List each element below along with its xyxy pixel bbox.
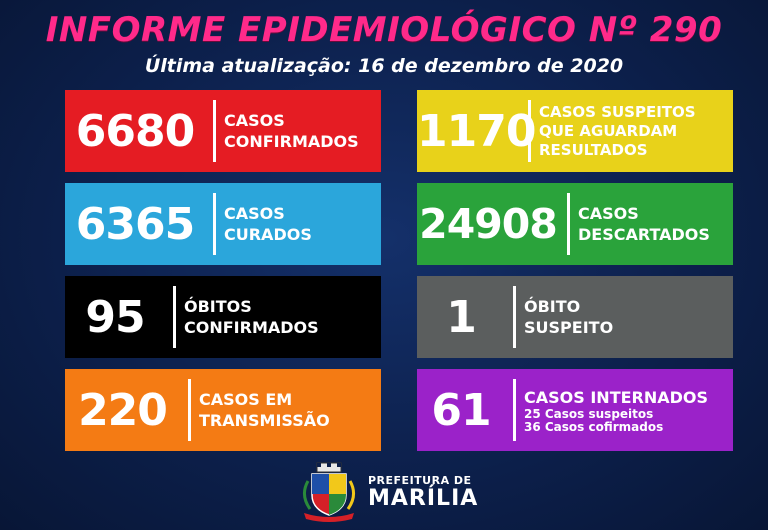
label-line: ÓBITO: [524, 297, 581, 316]
label-line: SUSPEITO: [524, 318, 614, 337]
transmission-cases-label: CASOS EM TRANSMISSÃO: [199, 389, 381, 431]
label-line: CONFIRMADOS: [224, 132, 359, 151]
confirmed-deaths-card: 95 ÓBITOS CONFIRMADOS: [65, 276, 381, 358]
confirmed-cases-card: 6680 CASOS CONFIRMADOS: [65, 90, 381, 172]
confirmed-cases-value: 6680: [75, 105, 195, 157]
label-line: CASOS SUSPEITOS: [539, 102, 696, 121]
municipality-name: PREFEITURA DE MARÍLIA: [368, 474, 478, 511]
label-line: CASOS EM: [199, 390, 293, 409]
discarded-cases-value: 24908: [419, 200, 558, 248]
org-line-1: PREFEITURA DE: [368, 473, 472, 487]
label-line: TRANSMISSÃO: [199, 411, 330, 430]
suspected-cases-value: 1170: [417, 105, 536, 157]
transmission-cases-value: 220: [78, 384, 168, 436]
hospitalized-confirmed-detail: 36 Casos cofirmados: [524, 419, 664, 434]
suspected-death-label: ÓBITO SUSPEITO: [524, 296, 733, 338]
transmission-cases-card: 220 CASOS EM TRANSMISSÃO: [65, 369, 381, 451]
suspected-cases-label: CASOS SUSPEITOS QUE AGUARDAM RESULTADOS: [539, 103, 733, 160]
last-update-text: Última atualização: 16 de dezembro de 20…: [144, 55, 624, 77]
hospitalized-cases-label: CASOS INTERNADOS 25 Casos suspeitos 36 C…: [524, 387, 733, 434]
suspected-death-value: 1: [446, 291, 477, 343]
discarded-cases-card: 24908 CASOS DESCARTADOS: [417, 183, 733, 265]
label-line: CASOS: [578, 204, 639, 223]
label-line: ÓBITOS: [184, 297, 252, 316]
divider: [567, 193, 570, 255]
hospitalized-suspected-detail: 25 Casos suspeitos: [524, 406, 654, 421]
label-line: CURADOS: [224, 225, 312, 244]
label-line: CASOS: [224, 204, 285, 223]
divider: [213, 193, 216, 255]
label-line: CASOS: [224, 111, 285, 130]
divider: [188, 379, 191, 441]
discarded-cases-label: CASOS DESCARTADOS: [578, 203, 733, 245]
cured-cases-value: 6365: [75, 198, 195, 250]
confirmed-deaths-value: 95: [85, 291, 145, 343]
municipality-logo: PREFEITURA DE MARÍLIA: [298, 460, 498, 524]
label-line: RESULTADOS: [539, 140, 648, 159]
label-line: QUE AGUARDAM: [539, 121, 678, 140]
cured-cases-label: CASOS CURADOS: [224, 203, 381, 245]
hospitalized-cases-value: 61: [431, 384, 491, 436]
confirmed-deaths-label: ÓBITOS CONFIRMADOS: [184, 296, 381, 338]
page-title: INFORME EPIDEMIOLÓGICO Nº 290: [45, 10, 723, 50]
hospitalized-cases-card: 61 CASOS INTERNADOS 25 Casos suspeitos 3…: [417, 369, 733, 451]
label-line: CONFIRMADOS: [184, 318, 319, 337]
divider: [173, 286, 176, 348]
cured-cases-card: 6365 CASOS CURADOS: [65, 183, 381, 265]
divider: [513, 286, 516, 348]
label-line: DESCARTADOS: [578, 225, 710, 244]
suspected-death-card: 1 ÓBITO SUSPEITO: [417, 276, 733, 358]
org-line-2: MARÍLIA: [368, 485, 479, 511]
suspected-cases-card: 1170 CASOS SUSPEITOS QUE AGUARDAM RESULT…: [417, 90, 733, 172]
confirmed-cases-label: CASOS CONFIRMADOS: [224, 110, 381, 152]
divider: [528, 100, 531, 162]
divider: [213, 100, 216, 162]
coat-of-arms-icon: [303, 462, 355, 522]
label-line: CASOS INTERNADOS: [524, 387, 709, 407]
divider: [513, 379, 516, 441]
